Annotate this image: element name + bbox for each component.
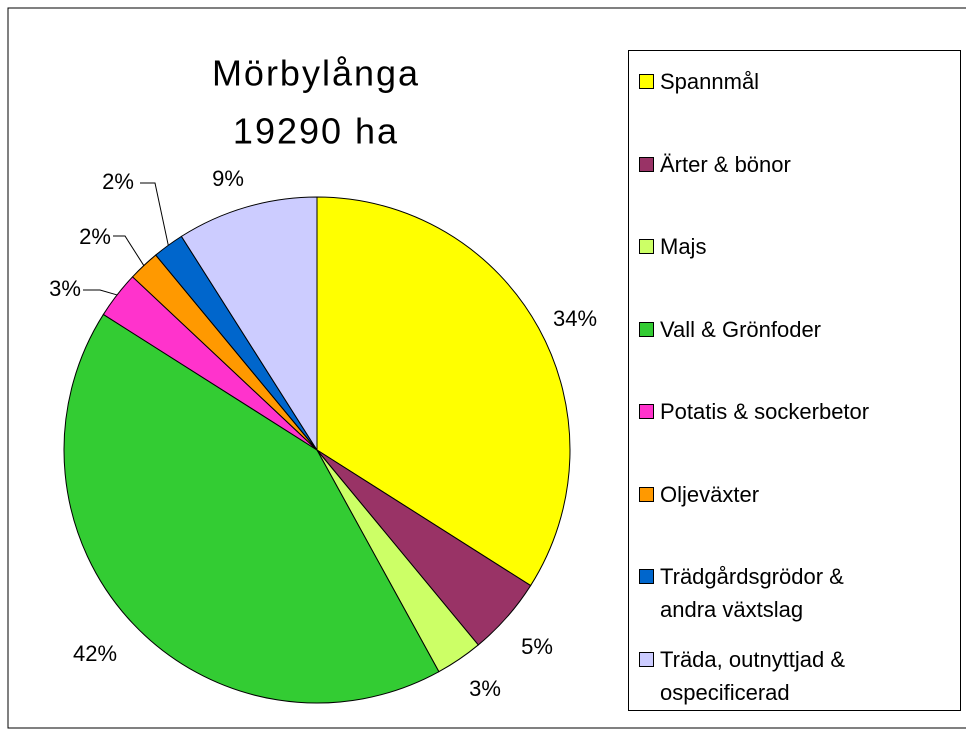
- legend-item: Spannmål: [639, 65, 939, 98]
- legend-label: Majs: [660, 234, 707, 259]
- legend-swatch: [639, 404, 654, 419]
- leader-line: [83, 289, 118, 296]
- leader-line: [113, 235, 145, 266]
- data-label: 5%: [521, 634, 553, 659]
- leader-line: [140, 182, 169, 246]
- legend-label: Träda, outnyttjad & ospecificerad: [660, 646, 846, 705]
- legend-label: Trädgårdsgrödor & andra växtslag: [660, 564, 844, 622]
- legend-item: Potatis & sockerbetor: [639, 395, 939, 428]
- legend: Spannmål Ärter & bönor Majs Vall & Grönfode…: [628, 50, 961, 711]
- data-label: 2%: [102, 169, 134, 194]
- legend-swatch: [639, 321, 654, 337]
- pie-slice: [180, 196, 318, 452]
- legend-item: Vall & Grönfoder: [639, 313, 939, 346]
- legend-item: Oljeväxter: [639, 478, 939, 511]
- chart-title: Mörbylånga: [212, 53, 420, 94]
- legend-item: Trädgårdsgrödor & andra växtslag: [639, 560, 939, 626]
- frame: [7, 7, 966, 729]
- legend-swatch: [639, 651, 654, 667]
- legend-label: Ärter & bönor: [660, 151, 791, 177]
- chart-subtitle: 19290 ha: [233, 111, 399, 152]
- legend-item: Träda, outnyttjad & ospecificerad: [639, 643, 939, 709]
- legend-swatch: [639, 74, 654, 89]
- data-label: 9%: [212, 166, 244, 191]
- legend-swatch: [639, 486, 654, 502]
- data-label: 42%: [73, 641, 117, 666]
- legend-label: Spannmål: [660, 69, 760, 94]
- pie-slice: [316, 196, 571, 587]
- legend-label: Oljeväxter: [660, 481, 760, 507]
- data-label: 3%: [469, 676, 501, 701]
- legend-item: Ärter & bönor: [639, 148, 939, 181]
- data-label: 2%: [79, 224, 111, 249]
- pie-slice: [63, 313, 440, 704]
- legend-swatch: [639, 569, 654, 584]
- legend-label: Potatis & sockerbetor: [660, 399, 870, 424]
- data-label: 3%: [49, 276, 81, 301]
- legend-label: Vall & Grönfoder: [660, 316, 822, 342]
- legend-swatch: [639, 156, 654, 172]
- legend-item: Majs: [639, 230, 939, 263]
- data-label: 34%: [553, 306, 597, 331]
- legend-swatch: [639, 239, 654, 254]
